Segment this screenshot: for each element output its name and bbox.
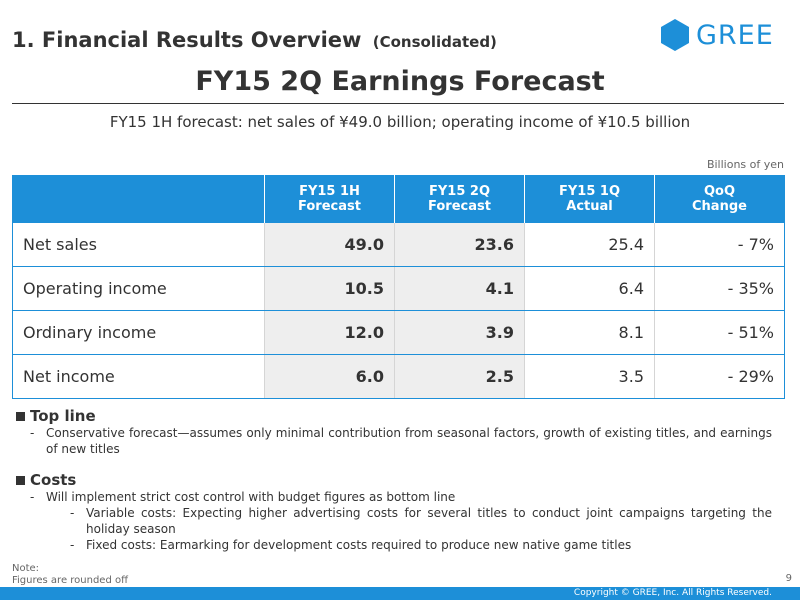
square-bullet-icon (16, 475, 25, 485)
section-title-sub: (Consolidated) (372, 33, 497, 51)
square-bullet-icon (16, 411, 25, 421)
row-label: Ordinary income (12, 310, 265, 355)
footer-bar (0, 587, 800, 600)
header-line: FY15 2Q (428, 184, 490, 199)
dash-bullet-icon: - (70, 538, 75, 552)
header-blank (12, 175, 265, 223)
costs-subitem-text: Variable costs: Expecting higher adverti… (86, 506, 772, 536)
cell-1q-actual: 6.4 (524, 266, 655, 311)
header-line: Forecast (298, 199, 361, 214)
row-label: Net income (12, 354, 265, 399)
header-2q-forecast: FY15 2Q Forecast (394, 175, 525, 223)
table-row: Net sales 49.0 23.6 25.4 - 7% (12, 223, 785, 267)
costs-item-text: Will implement strict cost control with … (46, 490, 456, 504)
copyright-text: Copyright © GREE, Inc. All Rights Reserv… (573, 588, 772, 598)
header-qoq-change: QoQ Change (654, 175, 785, 223)
costs-subitem: - Variable costs: Expecting higher adver… (16, 505, 772, 537)
dash-bullet-icon: - (70, 506, 75, 520)
header-line: Forecast (428, 199, 491, 214)
dash-bullet-icon: - (30, 426, 35, 440)
table-row: Ordinary income 12.0 3.9 8.1 - 51% (12, 310, 785, 355)
earnings-table: FY15 1H Forecast FY15 2Q Forecast FY15 1… (12, 175, 785, 399)
row-label: Net sales (12, 223, 265, 267)
costs-subitem-text: Fixed costs: Earmarking for development … (86, 538, 632, 552)
title-divider (12, 103, 784, 104)
topline-heading: Top line (16, 407, 772, 425)
cell-1h-forecast: 49.0 (264, 223, 395, 267)
page-subtitle: FY15 1H forecast: net sales of ¥49.0 bil… (109, 113, 691, 131)
cell-2q-forecast: 2.5 (394, 354, 525, 399)
header-line: FY15 1H (299, 184, 360, 199)
footnote-label: Note: (12, 563, 40, 574)
costs-heading: Costs (16, 471, 772, 489)
bullet-section: Top line - Conservative forecast—assumes… (16, 407, 772, 553)
cell-1q-actual: 25.4 (524, 223, 655, 267)
gree-logo: GREE (660, 18, 774, 52)
footnote: Note: Figures are rounded off (12, 563, 128, 587)
topline-heading-text: Top line (30, 407, 96, 425)
row-label: Operating income (12, 266, 265, 311)
section-title: 1. Financial Results Overview (Consolida… (12, 28, 497, 52)
cell-1h-forecast: 12.0 (264, 310, 395, 355)
cell-2q-forecast: 3.9 (394, 310, 525, 355)
cell-qoq-change: - 7% (654, 223, 785, 267)
topline-item-text: Conservative forecast—assumes only minim… (46, 426, 772, 456)
hexagon-logo-icon (661, 19, 689, 51)
unit-label: Billions of yen (706, 158, 784, 171)
table-row: Net income 6.0 2.5 3.5 - 29% (12, 354, 785, 399)
header-line: Change (692, 199, 747, 214)
table-row: Operating income 10.5 4.1 6.4 - 35% (12, 266, 785, 311)
cell-1h-forecast: 10.5 (264, 266, 395, 311)
header-1q-actual: FY15 1Q Actual (524, 175, 655, 223)
logo-text: GREE (696, 19, 774, 51)
cell-2q-forecast: 4.1 (394, 266, 525, 311)
page-title: FY15 2Q Earnings Forecast (195, 66, 605, 97)
cell-1q-actual: 8.1 (524, 310, 655, 355)
cell-1q-actual: 3.5 (524, 354, 655, 399)
costs-item: - Will implement strict cost control wit… (16, 489, 772, 505)
costs-heading-text: Costs (30, 471, 77, 489)
section-title-text: 1. Financial Results Overview (12, 28, 362, 52)
footnote-text: Figures are rounded off (12, 575, 128, 586)
header-line: QoQ (703, 184, 736, 199)
costs-subitem: - Fixed costs: Earmarking for developmen… (16, 537, 772, 553)
topline-item: - Conservative forecast—assumes only min… (16, 425, 772, 457)
header-line: FY15 1Q (558, 184, 620, 199)
cell-qoq-change: - 35% (654, 266, 785, 311)
cell-qoq-change: - 29% (654, 354, 785, 399)
header-line: Actual (566, 199, 613, 214)
cell-2q-forecast: 23.6 (394, 223, 525, 267)
dash-bullet-icon: - (30, 490, 35, 504)
cell-qoq-change: - 51% (654, 310, 785, 355)
cell-1h-forecast: 6.0 (264, 354, 395, 399)
page-number: 9 (785, 573, 792, 584)
header-1h-forecast: FY15 1H Forecast (264, 175, 395, 223)
table-header-row: FY15 1H Forecast FY15 2Q Forecast FY15 1… (12, 175, 785, 223)
